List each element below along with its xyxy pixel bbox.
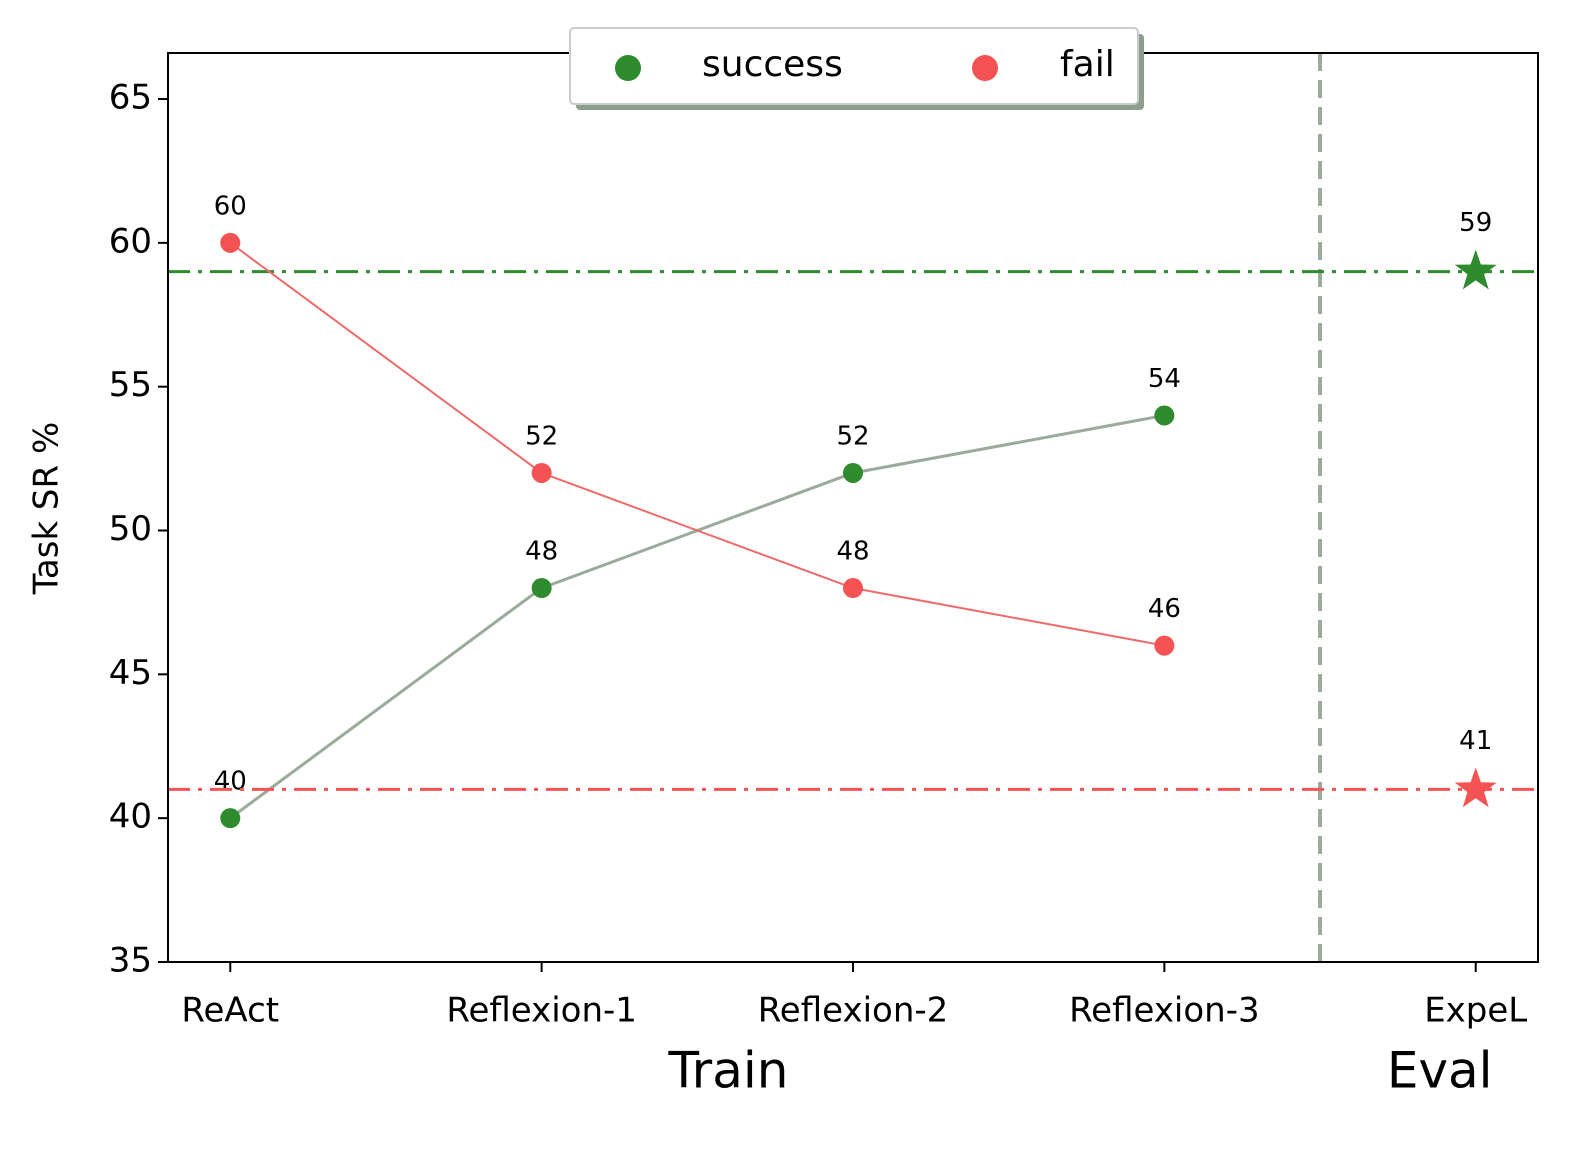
eval-star — [1454, 249, 1497, 290]
y-tick-label: 65 — [109, 78, 152, 118]
data-label: 48 — [525, 537, 558, 567]
point — [1154, 405, 1175, 426]
data-label: 52 — [525, 421, 558, 451]
legend: success fail — [569, 27, 1144, 110]
group-label: Eval — [1387, 1042, 1493, 1100]
y-tick-label: 45 — [109, 653, 152, 693]
legend-marker — [972, 55, 998, 81]
data-label: 59 — [1459, 208, 1492, 238]
legend-marker — [615, 55, 641, 81]
point — [220, 808, 241, 829]
x-tick-label: ReAct — [181, 991, 279, 1031]
y-tick-label: 50 — [109, 509, 152, 549]
y-tick-label: 55 — [109, 365, 152, 405]
data-label: 60 — [214, 191, 247, 221]
y-tick-label: 60 — [109, 221, 152, 261]
legend-label: fail — [1060, 44, 1115, 85]
point — [1154, 635, 1175, 656]
point — [531, 578, 552, 599]
point — [531, 462, 552, 483]
point — [220, 232, 241, 253]
data-label: 48 — [836, 537, 869, 567]
series-line — [229, 413, 1165, 820]
y-tick-label: 35 — [109, 941, 152, 981]
legend-label: success — [702, 44, 843, 85]
y-axis-label: Task SR % — [27, 422, 67, 596]
eval-star — [1454, 767, 1497, 808]
point — [843, 578, 863, 599]
point — [843, 462, 863, 483]
data-label: 46 — [1148, 594, 1181, 624]
plot-frame — [167, 52, 1539, 963]
legend-box — [569, 27, 1139, 105]
data-label: 41 — [1459, 726, 1492, 756]
data-label: 52 — [836, 421, 869, 451]
series-line — [229, 242, 1165, 647]
data-label: 54 — [1148, 364, 1181, 394]
x-tick-label: ExpeL — [1424, 991, 1527, 1031]
data-label: 40 — [214, 767, 247, 797]
x-tick-label: Reflexion-1 — [446, 991, 637, 1031]
group-label: Train — [667, 1042, 788, 1100]
x-tick-label: Reflexion-3 — [1069, 991, 1260, 1031]
y-tick-label: 40 — [109, 797, 152, 837]
x-tick-label: Reflexion-2 — [758, 991, 949, 1031]
